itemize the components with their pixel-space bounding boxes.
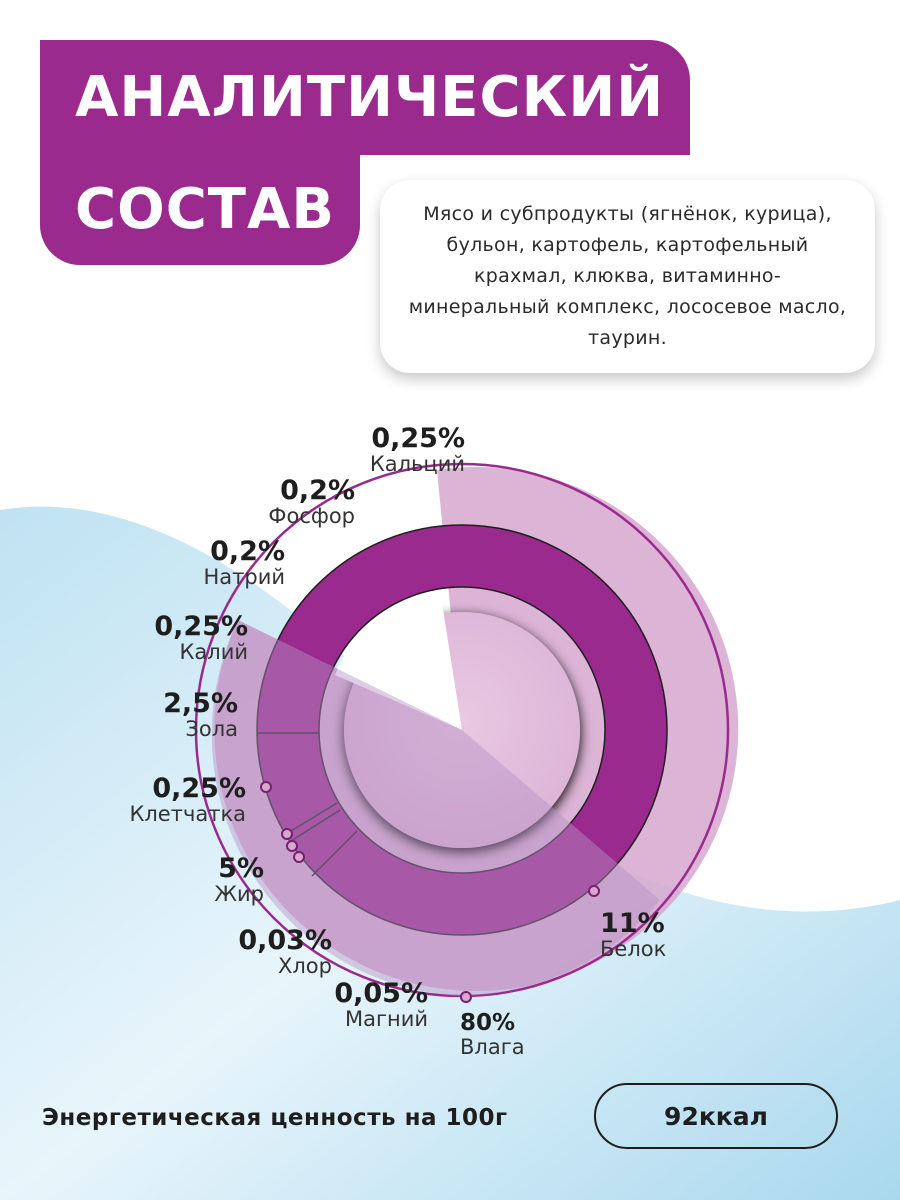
value-potassium: 0,25% — [154, 611, 248, 642]
label-calcium: 0,25% Кальций — [355, 425, 465, 475]
value-calcium: 0,25% — [371, 423, 465, 454]
label-moisture: 80% Влага — [460, 1012, 570, 1058]
markers — [260, 781, 600, 1003]
value-phosphorus: 0,2% — [280, 475, 355, 506]
main-ring — [257, 525, 667, 935]
name-magnesium: Магний — [344, 1007, 428, 1031]
value-protein: 11% — [600, 908, 665, 939]
energy-value: 92ккал — [664, 1101, 768, 1131]
ingredients-text: Мясо и субпродукты (ягнёнок, курица), бу… — [408, 203, 847, 349]
label-fat: 5% Жир — [160, 855, 264, 905]
value-fat: 5% — [218, 853, 264, 884]
label-fiber: 0,25% Клетчатка — [120, 775, 246, 825]
title-line-2-text: СОСТАВ — [75, 177, 336, 242]
marker-fat-1 — [281, 828, 293, 840]
label-chlorine: 0,03% Хлор — [200, 927, 332, 977]
name-protein: Белок — [600, 937, 667, 961]
name-moisture: Влага — [460, 1035, 525, 1059]
name-phosphorus: Фосфор — [268, 504, 355, 528]
label-protein: 11% Белок — [600, 910, 710, 960]
marker-fiber — [260, 781, 272, 793]
energy-value-pill: 92ккал — [594, 1083, 838, 1149]
marker-fat-2 — [286, 840, 298, 852]
ingredients-card: Мясо и субпродукты (ягнёнок, курица), бу… — [380, 180, 875, 373]
value-fiber: 0,25% — [152, 773, 246, 804]
marker-chlorine — [293, 851, 305, 863]
marker-moisture — [460, 991, 472, 1003]
name-ash: Зола — [185, 717, 238, 741]
label-magnesium: 0,05% Магний — [300, 980, 428, 1030]
name-potassium: Калий — [179, 640, 249, 664]
name-fat: Жир — [214, 882, 264, 906]
value-sodium: 0,2% — [210, 536, 285, 567]
name-chlorine: Хлор — [278, 954, 332, 978]
value-moisture: 80% — [460, 1010, 516, 1036]
soft-overlay — [211, 620, 660, 996]
title-line-1-text: АНАЛИТИЧЕСКИЙ — [75, 64, 665, 130]
name-fiber: Клетчатка — [129, 802, 246, 826]
value-chlorine: 0,03% — [238, 925, 332, 956]
value-ash: 2,5% — [163, 688, 238, 719]
name-calcium: Кальций — [369, 452, 465, 476]
title-line-2: СОСТАВ — [40, 155, 360, 265]
label-phosphorus: 0,2% Фосфор — [240, 477, 355, 527]
label-sodium: 0,2% Натрий — [170, 538, 285, 588]
title-line-1: АНАЛИТИЧЕСКИЙ — [40, 40, 690, 155]
marker-protein — [588, 885, 600, 897]
inner-white-wedge — [335, 590, 462, 730]
value-magnesium: 0,05% — [334, 978, 428, 1009]
label-potassium: 0,25% Калий — [130, 613, 248, 663]
label-ash: 2,5% Зола — [130, 690, 238, 740]
energy-label: Энергетическая ценность на 100г — [42, 1105, 508, 1131]
name-sodium: Натрий — [203, 565, 285, 589]
